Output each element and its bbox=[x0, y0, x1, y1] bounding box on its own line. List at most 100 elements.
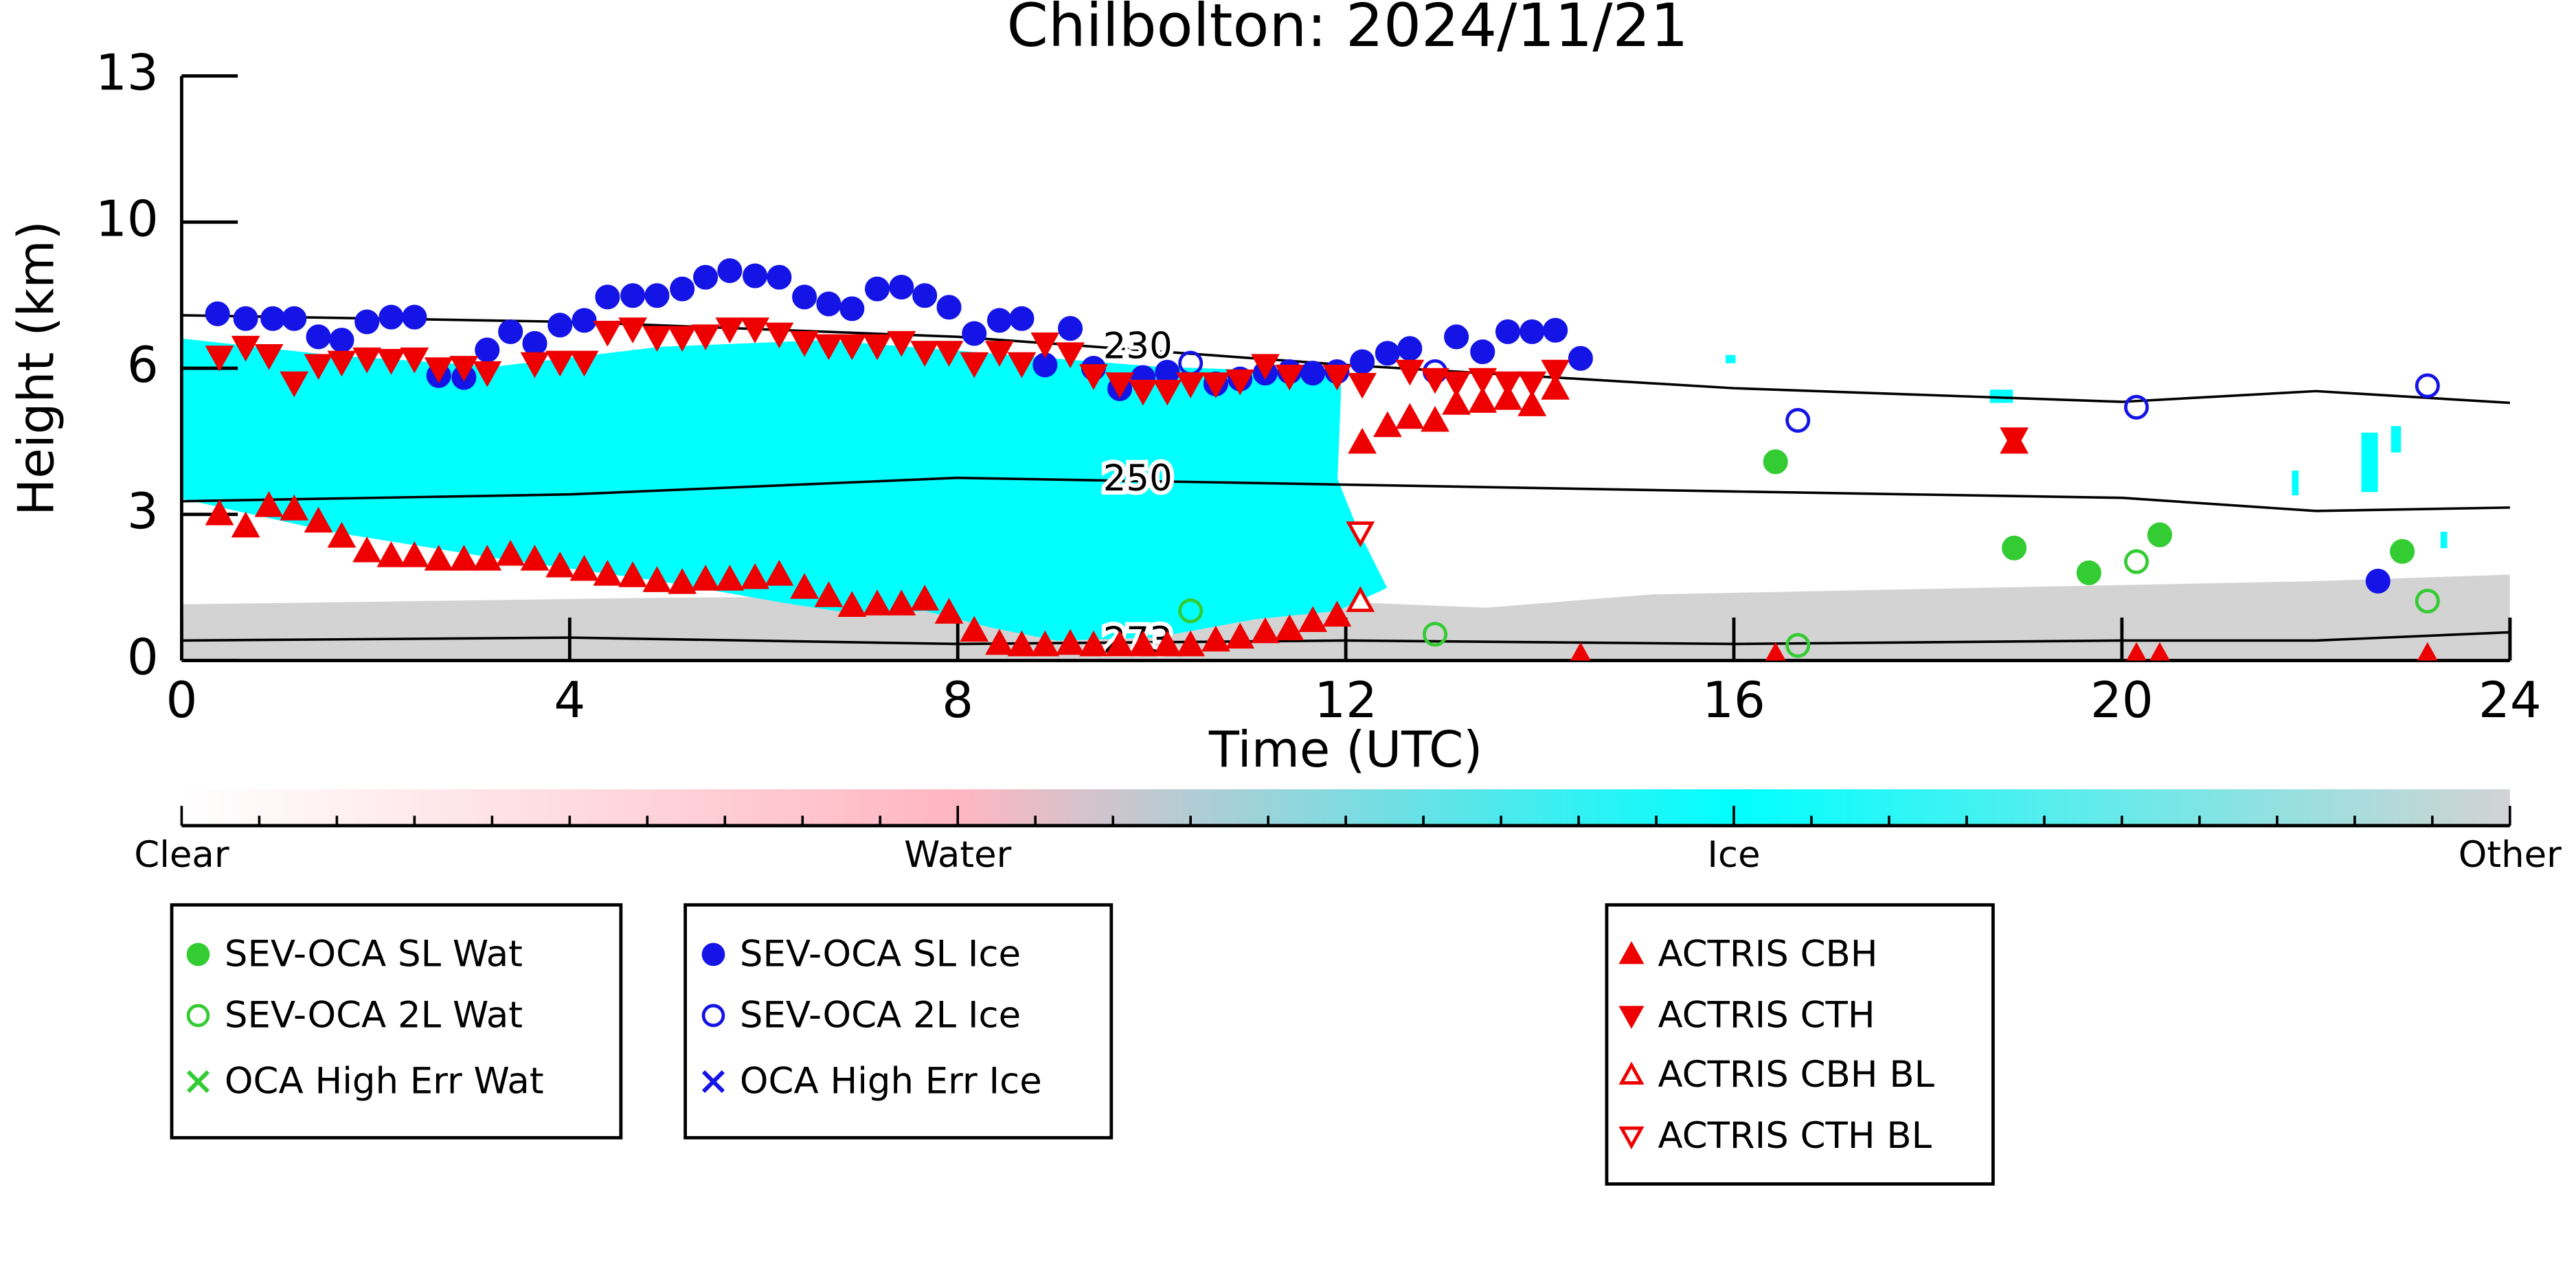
marker bbox=[400, 347, 429, 374]
marker bbox=[1442, 371, 1471, 398]
marker bbox=[1543, 317, 1568, 343]
marker bbox=[910, 585, 940, 611]
marker bbox=[1372, 411, 1402, 438]
marker bbox=[670, 276, 695, 302]
marker bbox=[691, 565, 720, 591]
marker bbox=[741, 317, 769, 343]
marker bbox=[1468, 368, 1498, 394]
marker bbox=[1178, 598, 1204, 624]
marker bbox=[1395, 359, 1425, 386]
marker bbox=[767, 264, 792, 290]
x-tick-label: 12 bbox=[1314, 672, 1377, 730]
marker bbox=[1201, 625, 1230, 652]
marker bbox=[1568, 346, 1593, 371]
legend-label: ACTRIS CTH bbox=[1658, 994, 1875, 1036]
marker bbox=[985, 341, 1014, 367]
marker bbox=[985, 629, 1014, 655]
y-tick-label: 6 bbox=[127, 337, 159, 394]
marker bbox=[1348, 372, 1377, 399]
marker bbox=[1105, 630, 1134, 657]
marker bbox=[1517, 390, 1547, 416]
marker bbox=[2417, 642, 2438, 661]
ice-fleck bbox=[2361, 432, 2378, 493]
y-tick-label: 13 bbox=[95, 45, 159, 102]
marker bbox=[2002, 535, 2027, 561]
marker bbox=[327, 521, 357, 548]
marker bbox=[496, 539, 526, 566]
marker bbox=[1176, 372, 1206, 398]
marker bbox=[934, 598, 964, 624]
x-tick-label: 20 bbox=[2090, 672, 2154, 730]
marker bbox=[1322, 364, 1352, 391]
marker bbox=[475, 337, 500, 363]
legend-marker bbox=[186, 942, 210, 967]
marker bbox=[569, 350, 599, 377]
marker bbox=[792, 284, 817, 310]
marker bbox=[280, 371, 309, 398]
marker bbox=[1519, 319, 1545, 344]
contour-line bbox=[181, 631, 2510, 646]
marker bbox=[1009, 306, 1035, 331]
x-tick-label: 8 bbox=[942, 672, 973, 730]
legend-marker bbox=[186, 1004, 210, 1028]
marker bbox=[1785, 633, 1811, 658]
marker bbox=[1275, 614, 1304, 641]
marker bbox=[1201, 372, 1230, 398]
marker bbox=[352, 536, 382, 563]
marker bbox=[620, 283, 646, 308]
contour-label: 230 bbox=[1103, 325, 1173, 367]
contour-line bbox=[181, 476, 2510, 512]
y-tick-label: 3 bbox=[127, 483, 159, 541]
marker bbox=[717, 258, 743, 284]
marker bbox=[205, 346, 234, 372]
marker bbox=[1444, 324, 1469, 350]
legend-label: SEV-OCA 2L Ice bbox=[740, 994, 1021, 1036]
marker bbox=[352, 347, 382, 374]
marker bbox=[816, 291, 841, 317]
marker bbox=[693, 264, 719, 290]
marker bbox=[376, 541, 406, 567]
marker bbox=[2124, 549, 2149, 574]
marker bbox=[379, 304, 404, 330]
colorbar-label: Other bbox=[2459, 834, 2562, 876]
legend-label: ACTRIS CBH BL bbox=[1658, 1054, 1934, 1096]
marker bbox=[2126, 642, 2147, 661]
marker bbox=[2076, 560, 2101, 585]
marker bbox=[691, 324, 720, 350]
marker bbox=[790, 573, 820, 599]
marker bbox=[960, 352, 989, 379]
marker bbox=[593, 559, 622, 586]
legend-label: SEV-OCA 2L Wat bbox=[225, 994, 523, 1036]
ice-region bbox=[181, 338, 1388, 641]
marker bbox=[1493, 371, 1522, 398]
marker bbox=[986, 308, 1012, 333]
marker bbox=[887, 589, 916, 615]
marker bbox=[2124, 394, 2149, 420]
marker bbox=[205, 499, 234, 526]
marker bbox=[839, 296, 865, 321]
marker bbox=[715, 317, 745, 343]
marker bbox=[962, 321, 987, 346]
legend-box bbox=[170, 903, 623, 1140]
x-tick-label: 24 bbox=[2478, 672, 2542, 730]
marker bbox=[2365, 568, 2391, 594]
marker bbox=[498, 319, 523, 344]
marker bbox=[864, 276, 890, 302]
marker bbox=[1763, 449, 1788, 475]
legend-marker bbox=[1618, 1061, 1645, 1085]
marker bbox=[254, 490, 284, 517]
marker bbox=[1030, 332, 1060, 359]
marker bbox=[1346, 586, 1375, 612]
marker bbox=[1397, 336, 1423, 361]
marker bbox=[1251, 617, 1280, 644]
marker bbox=[765, 322, 794, 349]
marker bbox=[260, 306, 286, 331]
marker bbox=[1421, 405, 1449, 432]
marker bbox=[354, 309, 380, 335]
marker bbox=[254, 344, 284, 370]
marker bbox=[618, 561, 648, 587]
marker bbox=[327, 350, 357, 377]
legend-label: ACTRIS CBH bbox=[1658, 933, 1877, 975]
legend-label: OCA High Err Wat bbox=[225, 1061, 544, 1103]
